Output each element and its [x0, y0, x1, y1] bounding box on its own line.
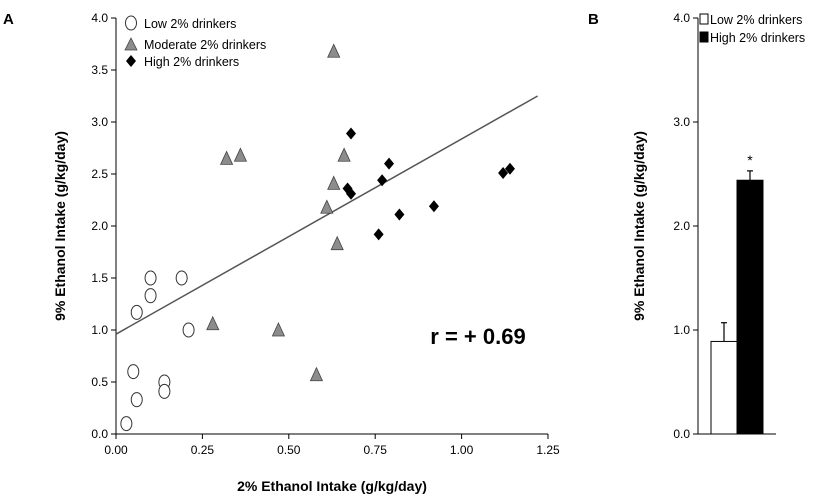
moderate-drinker-point	[233, 147, 248, 162]
a-x-tick-label: 1.25	[536, 443, 560, 457]
moderate-drinker-point	[327, 43, 341, 58]
panel-a-letter: A	[3, 11, 14, 28]
a-x-tick-label: 0.50	[277, 443, 301, 457]
a-x-tick-label: 0.00	[104, 443, 128, 457]
a-y-tick-label: 1.5	[91, 271, 108, 285]
panel-b-letter: B	[588, 11, 599, 28]
b-y-ticks: 0.0 1.0 2.0 3.0 4.0	[673, 11, 698, 441]
a-y-tick-label: 4.0	[91, 11, 108, 25]
moderate-drinker-point	[320, 199, 334, 214]
high-drinker-point	[498, 166, 509, 179]
a-y-tick-label: 3.0	[91, 115, 108, 129]
a-x-axis-label: 2% Ethanol Intake (g/kg/day)	[237, 478, 427, 494]
a-data-points	[120, 43, 515, 432]
a-y-tick-label: 1.0	[91, 323, 108, 337]
high-drinker-point	[428, 200, 439, 213]
high-drinker-point	[373, 228, 384, 241]
low-drinker-point	[120, 416, 133, 432]
a-y-ticks: 0.0 0.5 1.0 1.5 2.0 2.5 3.0 3.5 4.0	[91, 11, 116, 441]
a-y-tick-label: 0.5	[91, 375, 108, 389]
moderate-drinker-point	[337, 147, 351, 162]
correlation-annotation: r = + 0.69	[430, 324, 525, 349]
b-y-tick-label: 4.0	[673, 11, 690, 25]
legend-low: Low 2% drinkers	[144, 17, 236, 31]
bar-high	[736, 179, 764, 435]
high-drinker-point	[346, 127, 357, 140]
b-y-tick-label: 2.0	[673, 219, 690, 233]
high-drinker-point	[394, 208, 405, 221]
low-drinker-point	[130, 304, 143, 320]
legend-b-high: High 2% drinkers	[710, 31, 805, 45]
legend-triangle-marker	[124, 37, 138, 51]
moderate-drinker-point	[219, 150, 234, 165]
significance-star: *	[747, 152, 753, 168]
b-y-axis-label: 9% Ethanol Intake (g/kg/day)	[631, 131, 647, 321]
panel-a-scatter: A 0.00.51.01.52.02.53.03.54.0 0.00 0.25 0.…	[3, 11, 560, 494]
a-y-tick-label: 0.0	[91, 427, 108, 441]
a-x-ticks: 0.00 0.25 0.50 0.75 1.00 1.25	[104, 434, 560, 457]
high-drinker-point	[377, 174, 388, 187]
moderate-drinker-point	[327, 175, 341, 190]
low-drinker-point	[144, 270, 157, 286]
a-x-tick-label: 0.75	[364, 443, 388, 457]
a-regression-line	[115, 95, 539, 335]
legend-white-box	[699, 13, 709, 25]
high-drinker-point	[346, 187, 357, 200]
high-drinker-point	[504, 162, 515, 175]
bar-low	[710, 340, 738, 435]
legend-diamond-marker	[126, 55, 136, 67]
moderate-drinker-point	[330, 235, 344, 251]
a-y-axis-label: 9% Ethanol Intake (g/kg/day)	[52, 131, 68, 321]
b-bars	[710, 170, 764, 435]
high-drinker-point	[384, 157, 395, 170]
low-drinker-point	[144, 288, 157, 304]
panel-b-bar: B 0.0 1.0 2.0 3.0 4.0 9% Ethanol Intake (g/k…	[588, 11, 805, 441]
moderate-drinker-point	[271, 322, 286, 337]
a-x-tick-label: 1.00	[450, 443, 474, 457]
legend-moderate: Moderate 2% drinkers	[144, 38, 266, 52]
moderate-drinker-point	[309, 366, 324, 382]
legend-b-low: Low 2% drinkers	[710, 13, 802, 27]
low-drinker-point	[158, 383, 171, 399]
legend-high: High 2% drinkers	[144, 55, 239, 69]
a-y-tick-label: 2.0	[91, 219, 108, 233]
a-y-tick-label: 3.5	[91, 63, 108, 77]
legend-circle-marker	[125, 15, 137, 31]
low-drinker-point	[127, 364, 140, 380]
legend-black-box	[699, 31, 709, 43]
a-y-tick-label: 2.5	[91, 167, 108, 181]
a-x-tick-label: 0.25	[191, 443, 215, 457]
moderate-drinker-point	[206, 315, 220, 331]
b-y-tick-label: 0.0	[673, 427, 690, 441]
low-drinker-point	[182, 322, 195, 338]
low-drinker-point	[175, 270, 188, 286]
b-legend: Low 2% drinkers High 2% drinkers	[699, 13, 805, 45]
b-y-tick-label: 1.0	[673, 323, 690, 337]
b-y-tick-label: 3.0	[673, 115, 690, 129]
low-drinker-point	[130, 392, 143, 408]
a-legend: Low 2% drinkers Moderate 2% drinkers Hig…	[124, 15, 266, 69]
